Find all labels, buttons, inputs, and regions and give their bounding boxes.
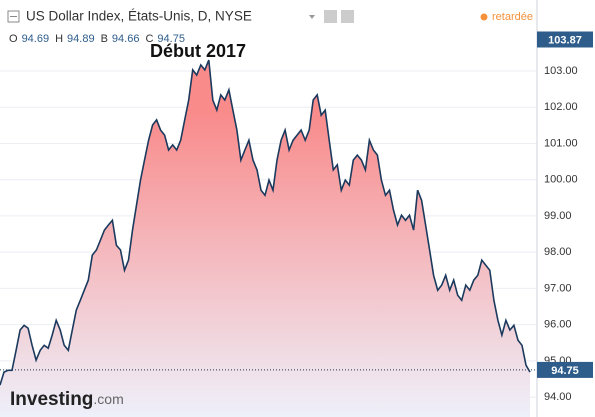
top-marker-box bbox=[537, 31, 593, 48]
ohlc-value: 94.66 bbox=[112, 33, 140, 45]
dropdown-icon[interactable] bbox=[309, 15, 315, 19]
y-tick-label: 97.00 bbox=[544, 282, 572, 294]
price-line bbox=[0, 59, 531, 386]
area bbox=[0, 60, 530, 417]
y-tick-label: 103.00 bbox=[544, 65, 578, 77]
y-tick-label: 98.00 bbox=[544, 246, 572, 258]
plot-area bbox=[0, 59, 537, 417]
ohlc-key: B bbox=[101, 33, 108, 45]
status-dot bbox=[480, 13, 488, 21]
last-price-marker-box bbox=[537, 361, 593, 378]
annotation: Début 2017 bbox=[150, 41, 246, 61]
y-tick-label: 100.00 bbox=[544, 174, 578, 186]
ohlc-value: 94.75 bbox=[157, 33, 185, 45]
y-tick-label: 94.00 bbox=[544, 391, 572, 403]
ohlc: O 94.69 H 94.89 B 94.66 C 94.75 bbox=[9, 33, 185, 45]
ohlc-value: 94.69 bbox=[22, 33, 50, 45]
settings-icon[interactable] bbox=[324, 10, 337, 23]
logo-main: Investing bbox=[10, 389, 93, 410]
close-icon[interactable] bbox=[341, 10, 354, 23]
chart-title: US Dollar Index, États-Unis, D, NYSE bbox=[26, 9, 252, 24]
status: retardée bbox=[492, 11, 533, 23]
y-tick-label: 101.00 bbox=[544, 137, 578, 149]
y-tick-label: 96.00 bbox=[544, 319, 572, 331]
ohlc-key: O bbox=[9, 33, 18, 45]
logo: Investing.com bbox=[10, 389, 124, 410]
y-tick-label: 99.00 bbox=[544, 210, 572, 222]
top-marker-label: 103.87 bbox=[548, 34, 582, 46]
ohlc-value: 94.89 bbox=[67, 33, 95, 45]
y-tick-label: 102.00 bbox=[544, 101, 578, 113]
ohlc-key: H bbox=[55, 33, 63, 45]
ohlc-key: C bbox=[145, 33, 153, 45]
logo-suffix: .com bbox=[93, 391, 123, 407]
last-price-marker-label: 94.75 bbox=[551, 365, 579, 377]
